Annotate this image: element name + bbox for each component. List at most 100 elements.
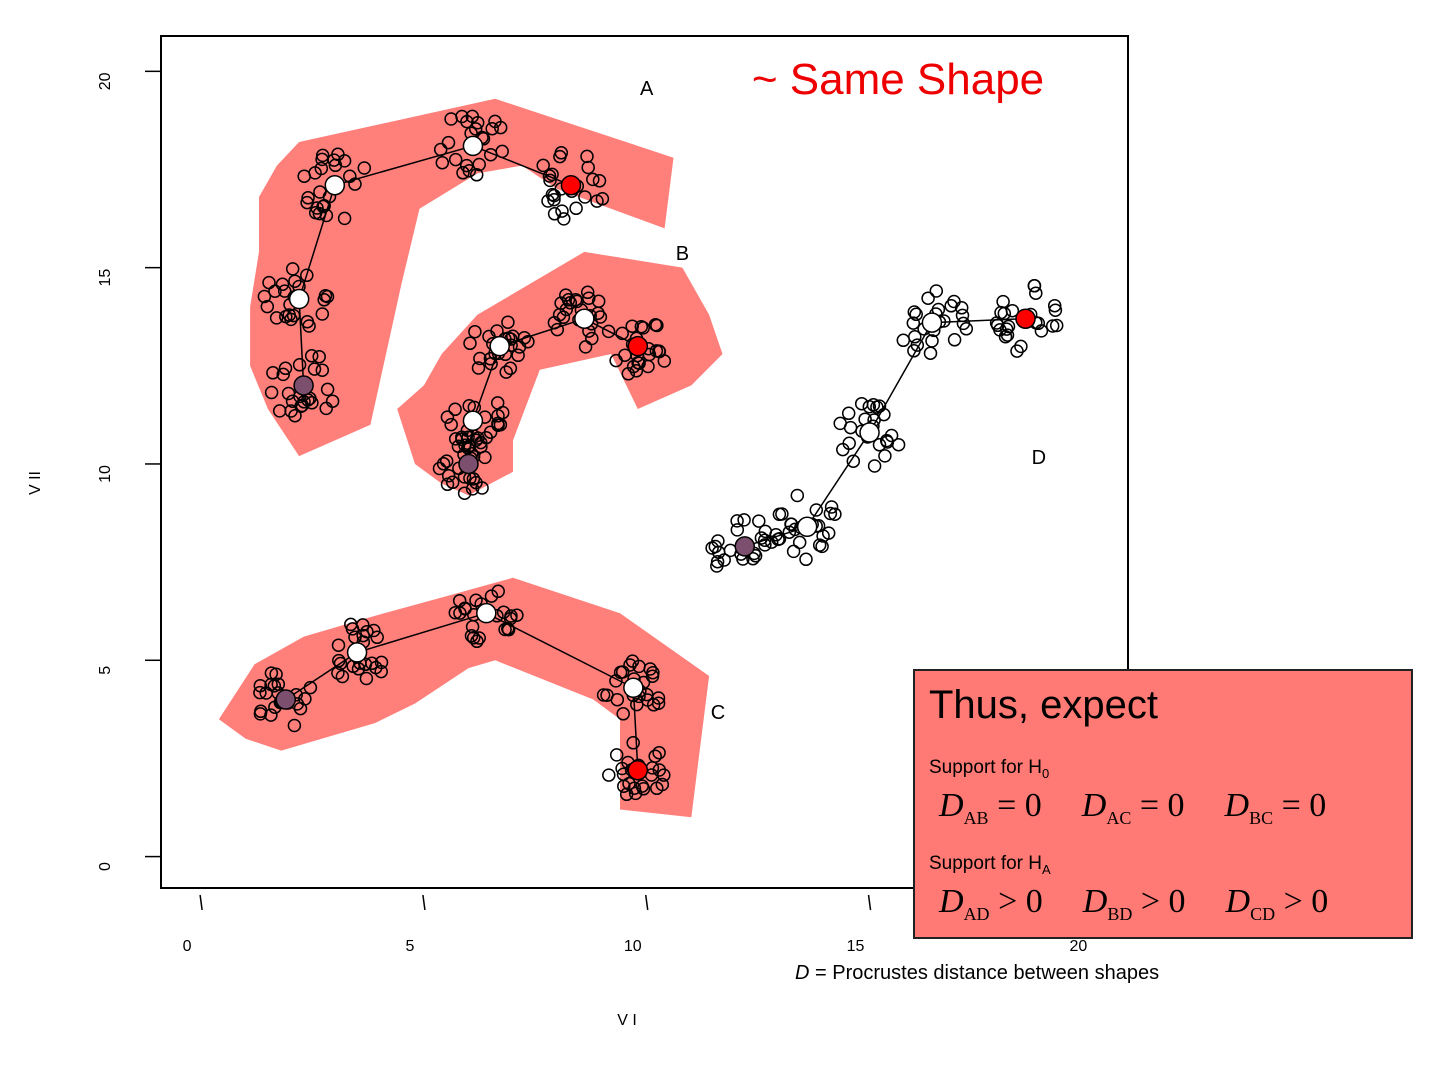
shape-label-C: C <box>711 702 725 724</box>
sample-point-D <box>790 488 805 503</box>
sample-point-C <box>510 608 524 622</box>
landmark-A-3 <box>324 174 346 196</box>
expectation-heading: Thus, expect <box>929 683 1159 727</box>
y-tick-label: 10 <box>97 465 114 483</box>
sample-point-B <box>503 361 518 376</box>
sample-point-C <box>271 677 286 691</box>
equation-subscript: AB <box>963 807 989 828</box>
sample-point-A <box>590 194 604 208</box>
sample-point-A <box>320 382 335 397</box>
shape-label-A: A <box>640 78 654 100</box>
edge-C-1 <box>356 612 487 654</box>
sample-point-B <box>570 294 584 309</box>
sample-point-C <box>269 667 283 682</box>
landmark-B-2 <box>462 410 484 432</box>
sample-point-A <box>455 109 469 124</box>
sample-point-D <box>846 454 861 468</box>
x-tick-mark <box>199 894 203 911</box>
sample-point-B <box>448 402 462 417</box>
sample-point-A <box>328 158 343 173</box>
sample-point-C <box>253 685 267 700</box>
equation-ab: DAB = 0 <box>939 787 1042 829</box>
sample-point-B <box>632 356 646 370</box>
sample-point-C <box>259 686 273 700</box>
equation-bc: DBC = 0 <box>1225 787 1327 829</box>
x-axis-title: V I <box>617 1012 637 1029</box>
landmark-C-4 <box>623 677 644 699</box>
sample-point-D <box>833 416 847 431</box>
sample-point-C <box>335 669 350 684</box>
sample-point-C <box>636 782 651 796</box>
sample-point-D <box>867 459 882 473</box>
sample-point-C <box>466 631 481 645</box>
landmark-D-4 <box>921 312 943 333</box>
sample-point-A <box>304 349 319 363</box>
sample-point-A <box>547 207 562 221</box>
equation-relation: = 0 <box>1131 787 1185 824</box>
sample-point-D <box>1010 344 1024 358</box>
plot-frame-group <box>160 35 1129 889</box>
x-tick-label: 5 <box>405 938 414 955</box>
sample-point-D <box>1001 319 1016 334</box>
sample-point-B <box>473 351 487 366</box>
sample-point-D <box>1034 324 1049 338</box>
sample-point-C <box>652 745 666 760</box>
expectation-box: Thus, expect Support for H0 DAB = 0 DAC =… <box>913 669 1413 939</box>
sample-point-D <box>824 500 839 514</box>
distance-caption: D = Procrustes distance between shapes <box>795 962 1159 985</box>
equation-bd: DBD > 0 <box>1083 883 1186 925</box>
landmark-C-5 <box>627 759 649 781</box>
x-tick-label: 10 <box>624 938 642 955</box>
sample-point-D <box>1048 303 1063 317</box>
equation-subscript: BC <box>1249 807 1274 828</box>
sample-point-D <box>989 316 1004 330</box>
sample-point-A <box>313 185 327 199</box>
sample-point-B <box>511 348 525 363</box>
sample-point-A <box>337 211 352 226</box>
sample-point-D <box>764 535 779 549</box>
sample-point-A <box>557 212 571 226</box>
sample-point-B <box>440 410 455 424</box>
edge-D-3 <box>931 317 1026 324</box>
sample-point-A <box>276 367 290 382</box>
sample-point-A <box>348 177 362 191</box>
sample-point-C <box>331 638 346 652</box>
equation-subscript: AC <box>1106 807 1132 828</box>
sample-point-D <box>710 554 725 569</box>
landmark-A-1 <box>293 375 314 396</box>
equation-relation: = 0 <box>988 787 1042 824</box>
landmark-B-1 <box>458 453 479 475</box>
shape-label-B: B <box>676 243 689 265</box>
sample-point-D <box>854 396 869 411</box>
x-tick-mark <box>644 894 649 911</box>
sample-point-B <box>618 348 632 362</box>
sample-point-B <box>601 324 616 339</box>
equation-ad: DAD > 0 <box>939 883 1043 925</box>
equation-var: D <box>939 883 964 920</box>
sample-point-D <box>1045 319 1060 333</box>
sample-point-C <box>491 584 505 599</box>
sample-point-C <box>504 609 518 623</box>
sample-point-B <box>554 296 568 310</box>
equation-relation: = 0 <box>1273 787 1327 824</box>
sample-point-A <box>536 158 550 173</box>
sample-point-C <box>359 671 374 686</box>
sample-point-B <box>621 367 636 381</box>
sample-point-D <box>828 507 842 521</box>
sample-point-A <box>580 149 594 164</box>
sample-point-A <box>460 114 474 129</box>
landmark-C-1 <box>275 689 297 710</box>
edge-D-1 <box>806 432 871 528</box>
sample-point-D <box>782 525 797 539</box>
sample-point-C <box>293 701 308 716</box>
sample-point-B <box>629 364 644 378</box>
caption-text: = Procrustes distance between shapes <box>809 962 1160 984</box>
sample-point-D <box>730 523 745 537</box>
sample-point-C <box>602 768 616 782</box>
sample-point-D <box>896 333 911 348</box>
sample-point-A <box>483 147 498 162</box>
sample-point-A <box>448 152 463 167</box>
sample-point-A <box>543 173 557 188</box>
sample-point-D <box>705 541 719 555</box>
sample-point-D <box>821 526 836 540</box>
